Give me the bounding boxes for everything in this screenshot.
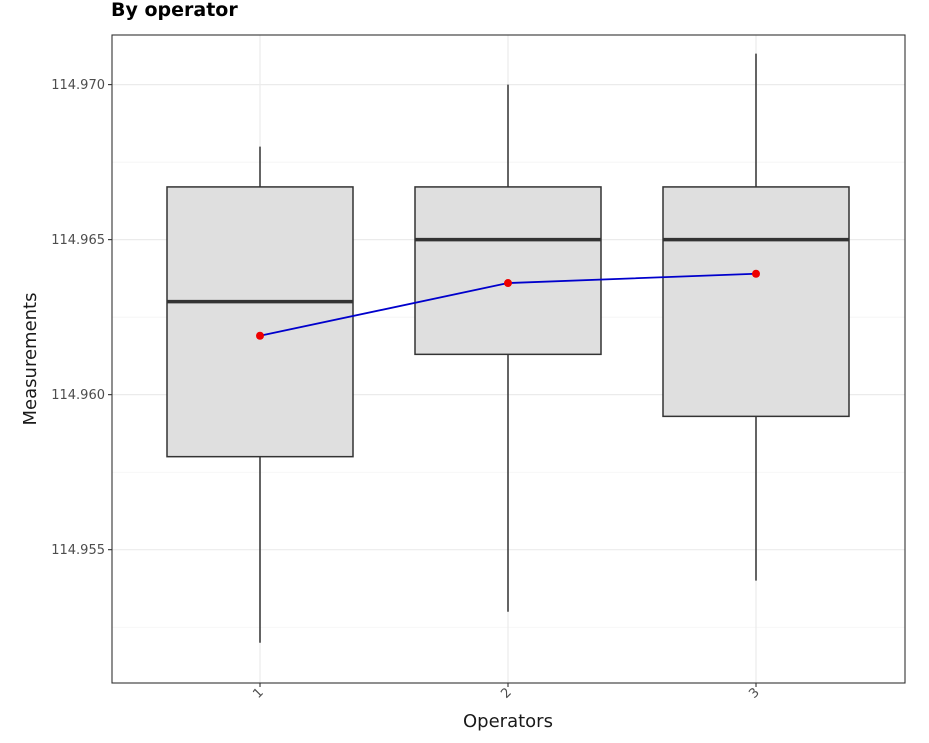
x-tick-label: 1 bbox=[250, 685, 266, 701]
y-tick-label: 114.965 bbox=[51, 233, 105, 248]
y-tick-label: 114.970 bbox=[51, 78, 105, 93]
x-tick-label: 3 bbox=[746, 685, 762, 701]
y-tick-label: 114.960 bbox=[51, 388, 105, 403]
x-axis-title: Operators bbox=[463, 711, 553, 732]
box-body bbox=[662, 186, 850, 418]
x-axis: 1 2 3 bbox=[250, 683, 763, 702]
chart-title: By operator bbox=[111, 0, 238, 21]
y-tick-label: 114.955 bbox=[51, 543, 105, 558]
mean-point bbox=[256, 331, 264, 340]
x-tick-label: 2 bbox=[498, 685, 514, 701]
mean-series bbox=[256, 269, 760, 340]
mean-point bbox=[752, 269, 760, 278]
y-axis: 114.955 114.960 114.965 114.970 bbox=[51, 78, 112, 558]
box-body bbox=[414, 186, 602, 356]
mean-point bbox=[504, 279, 512, 288]
box-3 bbox=[662, 53, 850, 581]
box-2 bbox=[414, 84, 602, 612]
y-axis-title: Measurements bbox=[20, 293, 41, 426]
